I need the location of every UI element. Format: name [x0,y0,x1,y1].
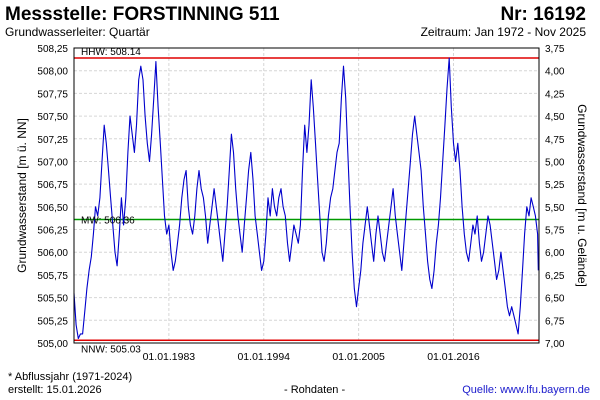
footnote: * Abflussjahr (1971-2024) [8,371,133,383]
y-tick-right: 6,00 [545,248,565,259]
series-group [73,57,539,340]
y-tick-right: 4,75 [545,135,565,146]
x-tick: 01.01.2005 [332,351,385,363]
series-line [73,57,539,340]
y-tick-left: 507,75 [37,89,68,100]
y-tick-right: 5,50 [545,203,565,214]
y-tick-right: 4,25 [545,89,565,100]
reference-lines [74,57,539,342]
y-axis-label-right: Grundwasserstand [m u. Gelände] [575,104,589,287]
station-title: Messstelle: FORSTINNING 511 [5,4,280,25]
x-tick: 01.01.1983 [143,351,196,363]
ref-labels: HHW: 508.14 MW: 506.36 NNW: 505.03 [81,47,141,355]
y-tick-left: 508,00 [37,67,68,78]
y-tick-right: 4,50 [545,112,565,123]
y-tick-left: 507,50 [37,112,68,123]
y-tick-right: 6,25 [545,271,565,282]
y-tick-left: 506,00 [37,248,68,259]
y-tick-right: 7,00 [545,339,565,350]
x-tick: 01.01.1994 [237,351,290,363]
y-tick-right: 5,00 [545,157,565,168]
y-tick-left: 507,00 [37,157,68,168]
station-number: Nr: 16192 [500,4,586,25]
y-tick-left: 508,25 [37,44,68,55]
y-tick-left: 505,25 [37,316,68,327]
y-tick-right: 3,75 [545,44,565,55]
y-tick-left: 505,50 [37,294,68,305]
source-link[interactable]: Quelle: www.lfu.bayern.de [462,384,590,396]
axis-ticks: 505,00 7,00 505,25 6,75 505,50 6,50 505,75 6,25… [37,44,564,363]
created-date: erstellt: 15.01.2026 [8,384,102,396]
y-tick-right: 5,75 [545,226,565,237]
raw-data-label: - Rohdaten - [284,384,346,396]
y-tick-left: 506,75 [37,180,68,191]
y-tick-left: 505,00 [37,339,68,350]
ref-label-mw: MW: 506.36 [81,216,135,227]
y-tick-left: 505,75 [37,271,68,282]
y-tick-right: 5,25 [545,180,565,191]
grid [74,48,539,343]
period-label: Zeitraum: Jan 1972 - Nov 2025 [420,25,586,39]
y-tick-right: 6,75 [545,316,565,327]
x-tick: 01.01.2016 [427,351,480,363]
y-tick-right: 4,00 [545,67,565,78]
y-axis-label-left: Grundwasserstand [m ü. NN] [15,118,29,273]
ref-label-hhw: HHW: 508.14 [81,47,141,58]
ref-label-nnw: NNW: 505.03 [81,344,141,355]
y-tick-left: 506,50 [37,203,68,214]
aquifer-label: Grundwasserleiter: Quartär [5,25,150,39]
y-tick-left: 506,25 [37,226,68,237]
plot-frame [73,47,540,344]
y-tick-right: 6,50 [545,294,565,305]
y-tick-left: 507,25 [37,135,68,146]
